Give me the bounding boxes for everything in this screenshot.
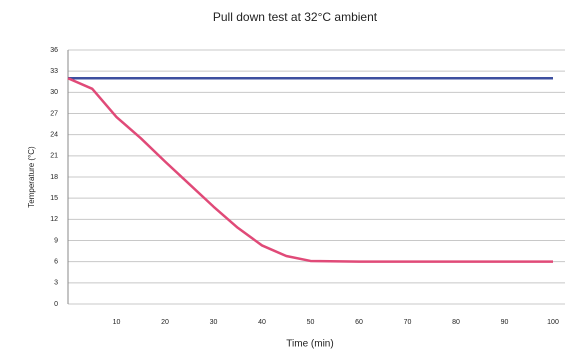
x-axis-label: Time (min) <box>286 339 333 350</box>
y-tick-label: 36 <box>50 47 58 54</box>
y-tick-label: 18 <box>50 174 58 181</box>
y-tick-label: 0 <box>54 301 58 308</box>
x-tick-label: 60 <box>355 319 363 326</box>
x-tick-label: 40 <box>258 319 266 326</box>
x-tick-label: 100 <box>547 319 559 326</box>
y-tick-label: 27 <box>50 110 58 117</box>
x-tick-label: 30 <box>210 319 218 326</box>
y-tick-label: 21 <box>50 153 58 160</box>
y-tick-label: 24 <box>50 132 58 139</box>
chart-title: Pull down test at 32°C ambient <box>213 10 378 24</box>
x-tick-label: 80 <box>452 319 460 326</box>
x-tick-label: 50 <box>307 319 315 326</box>
y-axis-label: Temperature (°C) <box>27 146 36 208</box>
x-tick-label: 20 <box>161 319 169 326</box>
series-line <box>67 77 553 263</box>
x-tick-label: 10 <box>113 319 121 326</box>
y-tick-label: 12 <box>50 216 58 223</box>
x-tick-label: 70 <box>404 319 412 326</box>
y-tick-label: 3 <box>54 280 58 287</box>
y-tick-label: 15 <box>50 195 58 202</box>
x-tick-label: 90 <box>501 319 509 326</box>
y-tick-label: 33 <box>50 68 58 75</box>
y-tick-label: 30 <box>50 89 58 96</box>
y-tick-label: 9 <box>54 237 58 244</box>
y-tick-label: 6 <box>54 259 58 266</box>
